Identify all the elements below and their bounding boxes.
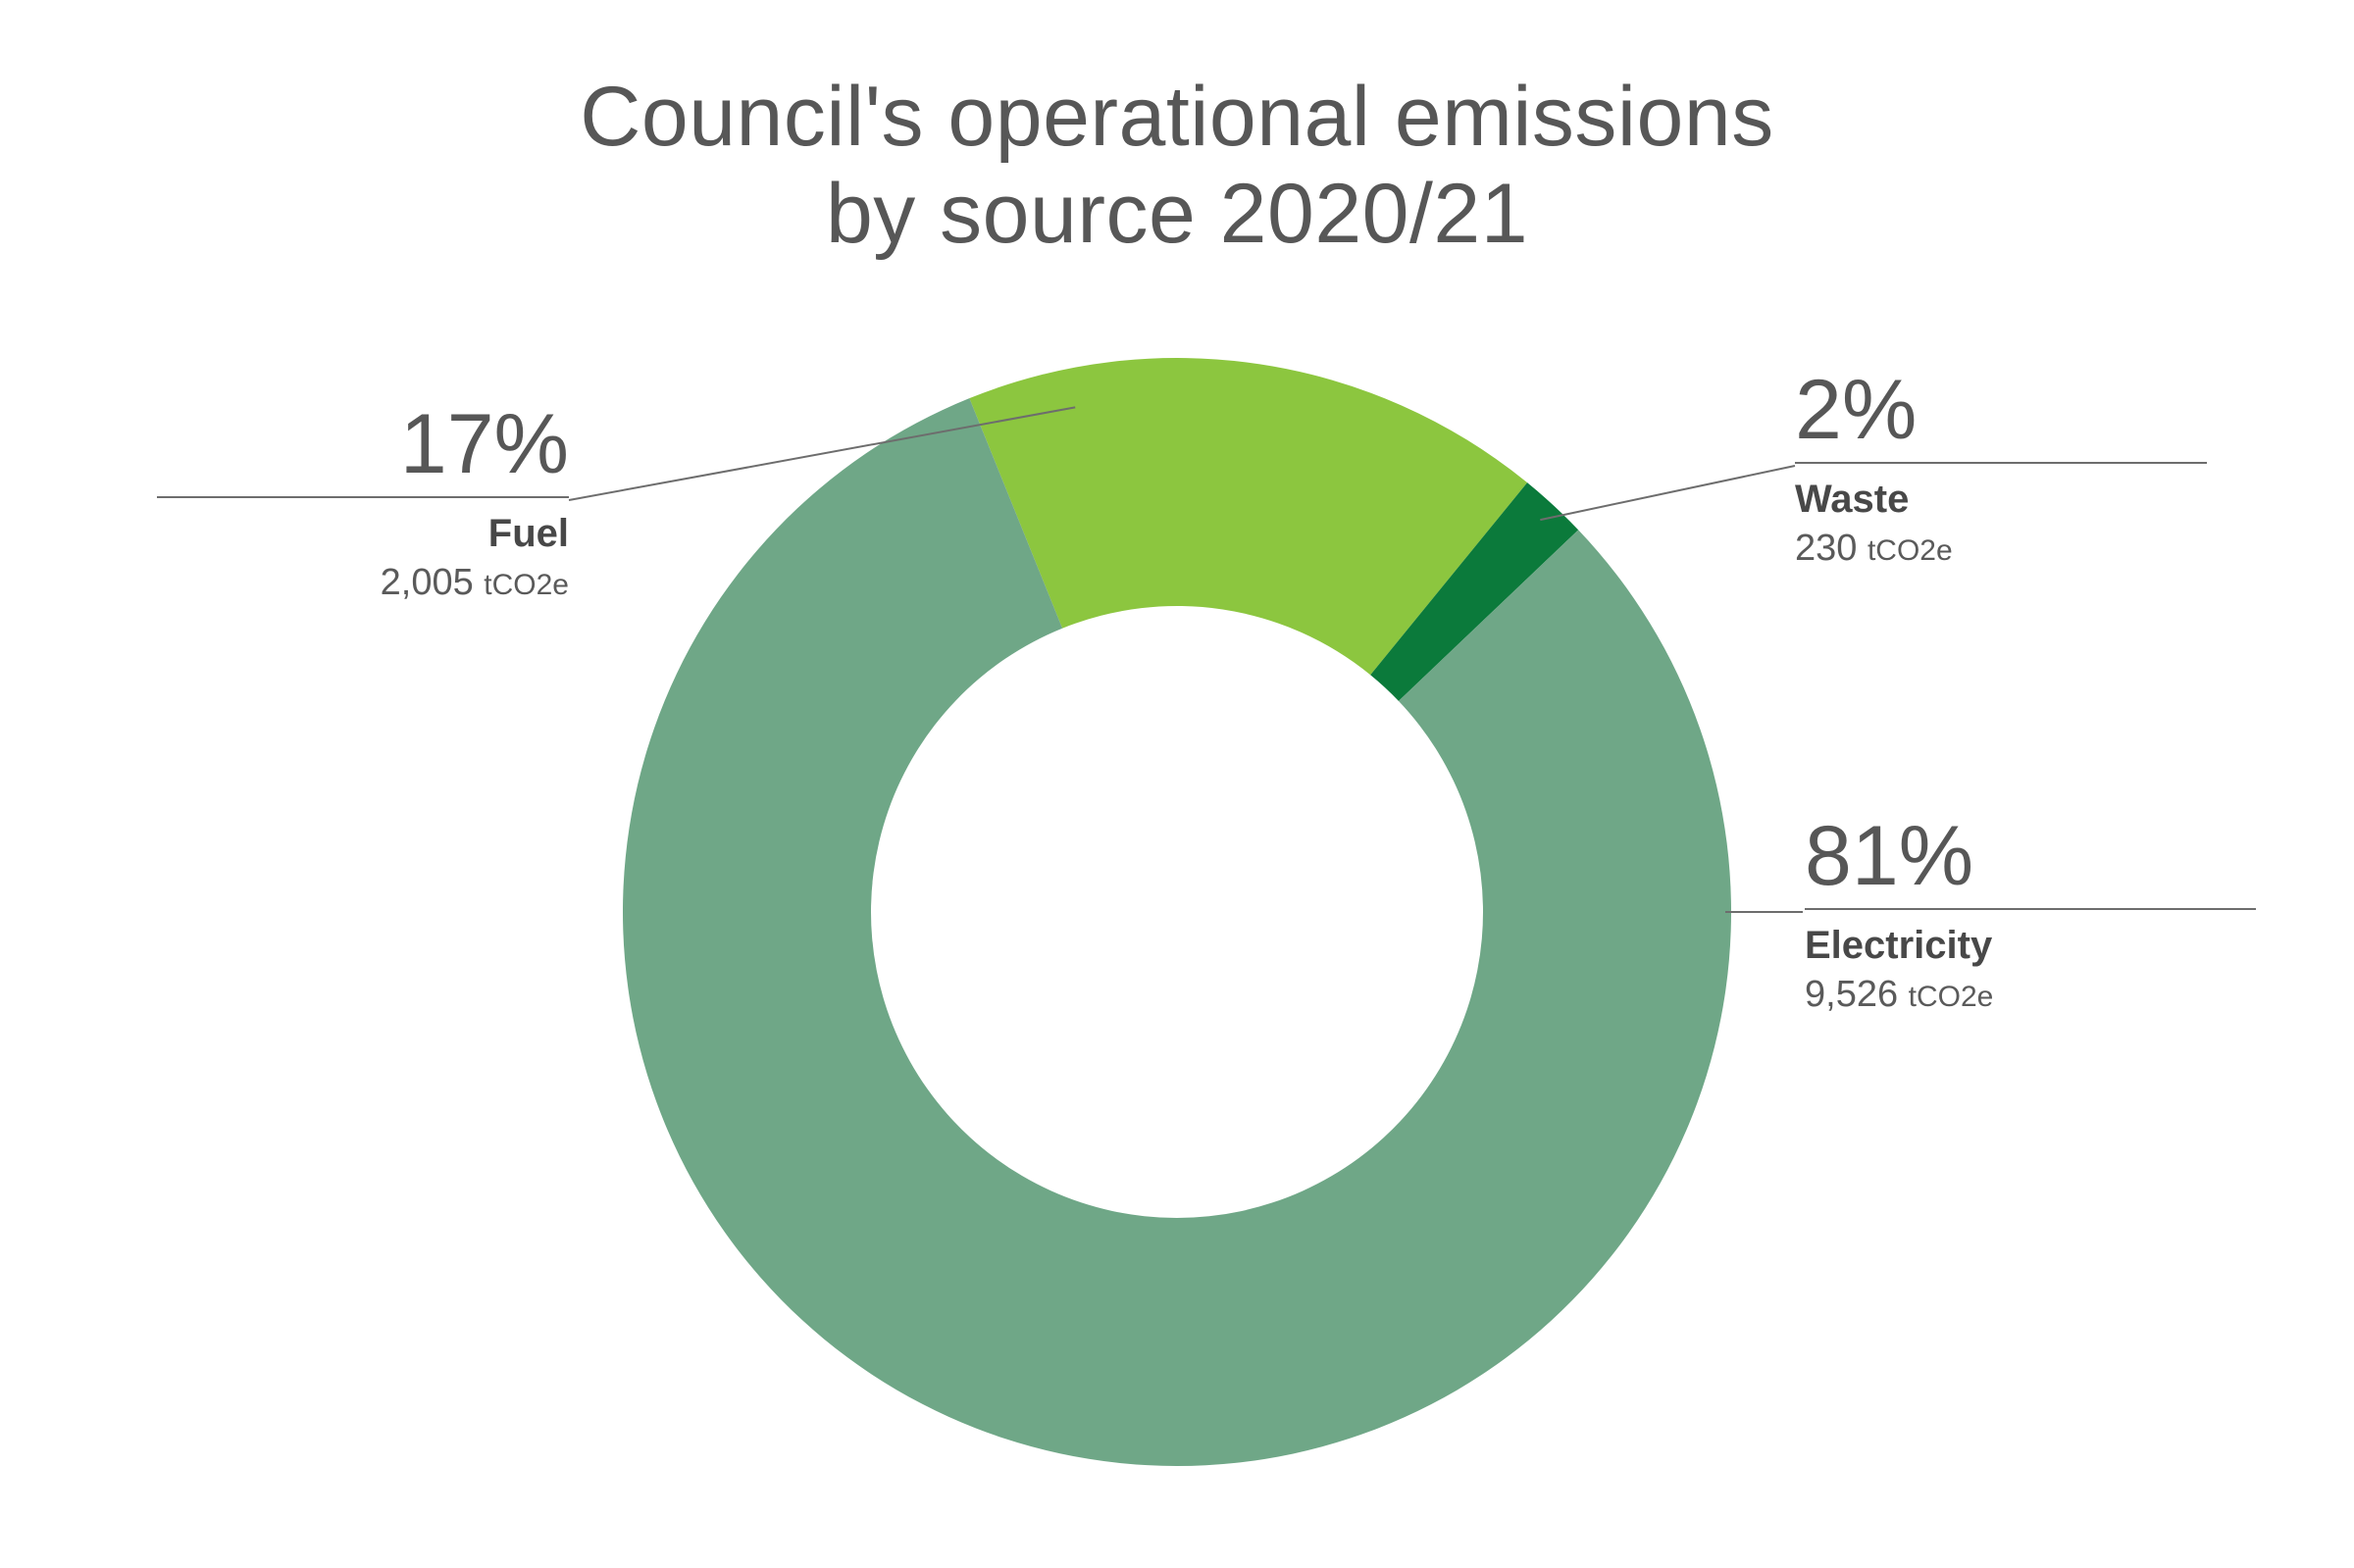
leader-waste xyxy=(1540,466,1795,520)
waste-value: 230 tCO2e xyxy=(1795,528,2207,570)
electricity-value: 9,526 tCO2e xyxy=(1805,974,2256,1016)
fuel-category: Fuel xyxy=(157,512,569,556)
waste-rule xyxy=(1795,462,2207,464)
fuel-rule xyxy=(157,496,569,498)
electricity-rule xyxy=(1805,908,2256,910)
waste-category: Waste xyxy=(1795,478,2207,522)
label-waste: 2% Waste 230 tCO2e xyxy=(1795,368,2207,570)
waste-percent: 2% xyxy=(1795,368,2207,452)
fuel-value: 2,005 tCO2e xyxy=(157,562,569,604)
fuel-percent: 17% xyxy=(157,402,569,486)
electricity-category: Electricity xyxy=(1805,924,2256,968)
label-electricity: 81% Electricity 9,526 tCO2e xyxy=(1805,814,2256,1016)
emissions-donut-chart xyxy=(0,0,2354,1568)
electricity-percent: 81% xyxy=(1805,814,2256,898)
label-fuel: 17% Fuel 2,005 tCO2e xyxy=(157,402,569,604)
